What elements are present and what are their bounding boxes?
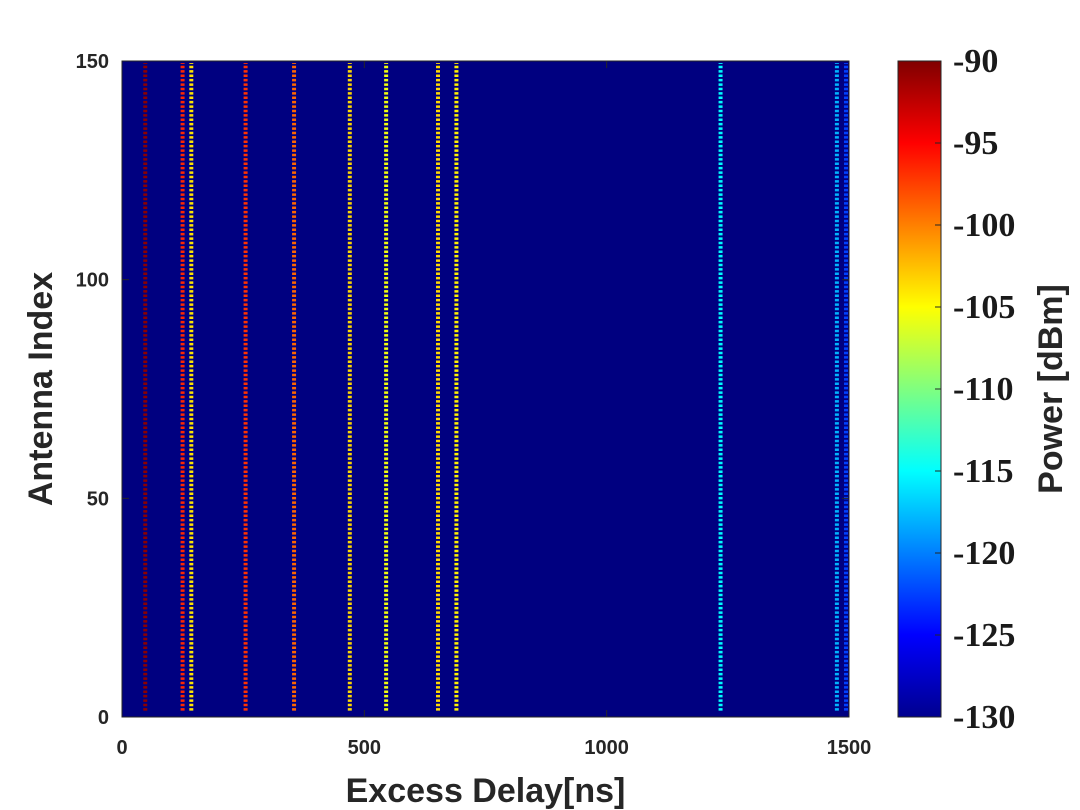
colorbar-tick-label: -130: [953, 699, 1015, 736]
colorbar-tick-label: -120: [953, 535, 1015, 572]
x-tick-label: 1000: [584, 737, 629, 759]
colorbar-ticks: -90 -95 -100 -105 -110 -115 -120 -125 -130: [935, 43, 1015, 736]
x-tick-label: 500: [348, 737, 381, 759]
y-tick-label: 0: [98, 707, 109, 729]
y-tick-label: 100: [76, 270, 109, 292]
y-tick-label: 150: [76, 51, 109, 73]
colorbar-title: Power [dBm]: [1032, 284, 1070, 494]
plot-background: [122, 61, 849, 717]
colorbar-tick-label: -100: [953, 207, 1015, 244]
y-tick-label: 50: [87, 488, 109, 510]
colorbar-tick-label: -110: [953, 371, 1013, 408]
path-lines-layer: [143, 63, 848, 711]
colorbar-tick-label: -90: [953, 43, 998, 80]
plot-frame: [121, 60, 850, 718]
colorbar-tick-label: -105: [953, 289, 1015, 326]
colorbar-tick-label: -125: [953, 617, 1015, 654]
x-axis: 0 500 1000 1500: [116, 61, 871, 759]
x-tick-label: 1500: [827, 737, 872, 759]
colorbar-tick-label: -95: [953, 125, 998, 162]
colorbar: [897, 60, 942, 718]
colorbar-tick-label: -115: [953, 453, 1013, 490]
x-axis-title: Excess Delay[ns]: [346, 772, 626, 810]
y-axis-title: Antenna Index: [22, 272, 60, 506]
x-tick-label: 0: [116, 737, 127, 759]
y-axis: 0 50 100 150: [76, 51, 849, 729]
